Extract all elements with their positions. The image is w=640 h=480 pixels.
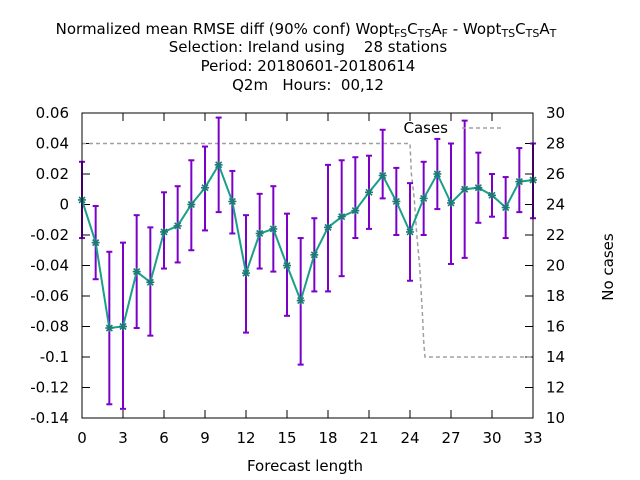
- y-tick-label: 0.04: [36, 135, 69, 153]
- data-point: [501, 203, 510, 212]
- x-tick-label: 18: [318, 429, 337, 447]
- data-point: [324, 223, 332, 232]
- plot-frame: [81, 112, 534, 419]
- title-line-3: Period: 20180601-20180614: [201, 57, 416, 75]
- y-tick-label: -0.12: [30, 379, 69, 397]
- data-point: [173, 221, 182, 230]
- x-tick-label: 27: [441, 429, 460, 447]
- data-point: [91, 238, 100, 247]
- y2-tick-label: 14: [546, 348, 565, 366]
- title-line-1: Normalized mean RMSE diff (90% conf) Wop…: [56, 20, 557, 40]
- x-tick-label: 15: [277, 429, 296, 447]
- data-point: [378, 171, 387, 180]
- cases-line: [82, 142, 533, 358]
- data-point: [392, 197, 401, 206]
- y2-tick-label: 22: [546, 226, 565, 244]
- data-point: [105, 324, 114, 333]
- x-tick-labels: 0 3 6 9 12 15 18 21 24 27 30 33: [77, 429, 542, 447]
- x-tick-label: 30: [482, 429, 501, 447]
- data-point: [488, 191, 496, 200]
- x-axis-label: Forecast length: [247, 457, 363, 475]
- data-point: [460, 185, 469, 194]
- y2-tick-label: 26: [546, 165, 565, 183]
- data-point: [269, 224, 278, 233]
- y-tick-label: -0.06: [30, 287, 69, 305]
- y2-tick-label: 16: [546, 318, 565, 336]
- y2-tick-label: 12: [546, 379, 565, 397]
- data-point: [447, 198, 455, 207]
- data-point: [187, 200, 196, 209]
- y-tick-label: -0.1: [40, 348, 69, 366]
- data-point: [201, 183, 209, 192]
- y2-axis-label: No cases: [599, 233, 617, 301]
- data-point: [283, 261, 291, 270]
- data-point: [310, 250, 319, 259]
- y-tick-label: 0.02: [36, 165, 69, 183]
- title-line-4: Q2m Hours: 00,12: [232, 76, 384, 94]
- mean-diff-series: [81, 162, 534, 330]
- data-point: [132, 267, 141, 276]
- x-tick-label: 0: [77, 429, 87, 447]
- data-point: [214, 160, 223, 169]
- y2-tick-labels: 30 28 26 24 22 20 18 16 14 12 10: [546, 104, 565, 427]
- y2-tick-label: 24: [546, 196, 565, 214]
- y-tick-label: 0.06: [36, 104, 69, 122]
- x-tick-label: 21: [359, 429, 378, 447]
- title-line-2: Selection: Ireland using 28 stations: [169, 38, 448, 56]
- x-tick-label: 3: [118, 429, 128, 447]
- data-point: [419, 194, 428, 203]
- y-tick-label: -0.14: [30, 409, 69, 427]
- y2-tick-label: 10: [546, 409, 565, 427]
- y-tick-labels: 0.06 0.04 0.02 0 -0.02 -0.04 -0.06 -0.08 -0.1 -0.…: [30, 104, 69, 427]
- data-point: [474, 183, 483, 192]
- data-point: [160, 227, 168, 236]
- legend: Cases: [403, 119, 503, 137]
- chart-title: Normalized mean RMSE diff (90% conf) Wop…: [56, 20, 557, 94]
- data-point: [228, 197, 237, 206]
- data-point: [515, 177, 524, 186]
- data-point: [242, 269, 250, 278]
- y2-tick-label: 28: [546, 135, 565, 153]
- x-tick-label: 12: [236, 429, 255, 447]
- data-point: [296, 296, 305, 305]
- x-tick-label: 24: [400, 429, 419, 447]
- y-tick-label: -0.04: [30, 257, 69, 275]
- data-point: [119, 322, 127, 331]
- x-tick-label: 9: [200, 429, 210, 447]
- legend-label-cases: Cases: [403, 119, 448, 137]
- data-point: [146, 278, 155, 287]
- data-point: [337, 212, 346, 221]
- data-point: [406, 227, 414, 236]
- error-bars: [79, 116, 536, 410]
- cases-series: [82, 142, 533, 358]
- x-tick-label: 6: [159, 429, 169, 447]
- y2-tick-label: 18: [546, 287, 565, 305]
- data-point: [433, 170, 442, 178]
- y-tick-label: -0.02: [30, 226, 69, 244]
- y2-tick-label: 20: [546, 257, 565, 275]
- y-tick-label: -0.08: [30, 318, 69, 336]
- data-markers: [78, 160, 537, 333]
- data-point: [351, 206, 360, 215]
- mean-diff-line: [81, 162, 534, 330]
- y-tick-label: 0: [59, 196, 69, 214]
- data-point: [255, 229, 264, 238]
- data-point: [365, 188, 373, 197]
- y2-tick-label: 30: [546, 104, 565, 122]
- x-tick-label: 33: [523, 429, 542, 447]
